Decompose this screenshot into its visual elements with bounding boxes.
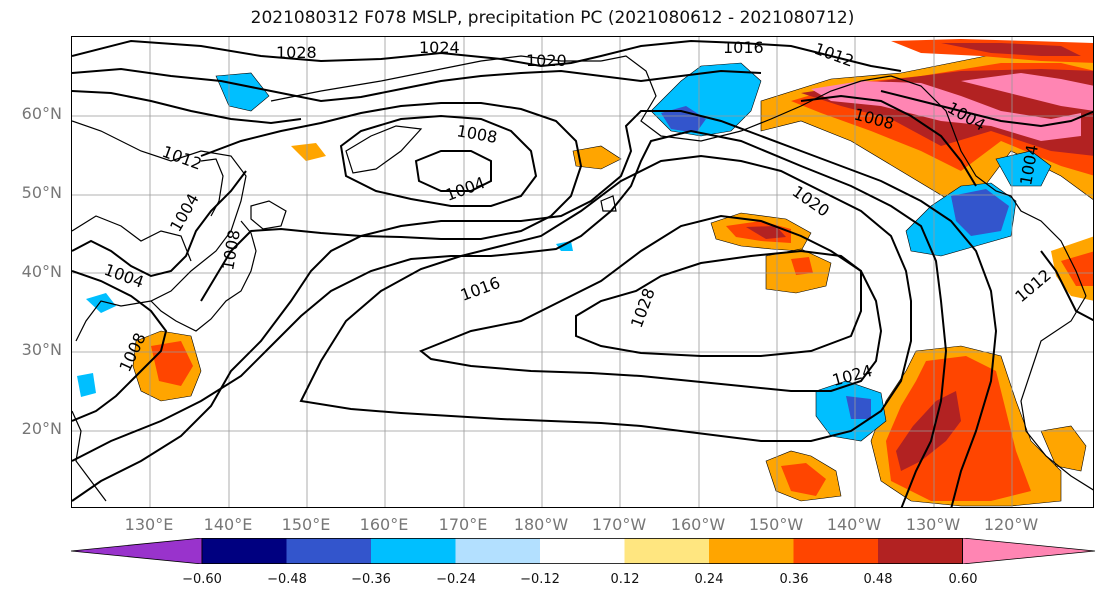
isobar-1024 — [419, 214, 883, 392]
lon-label: 140°W — [826, 515, 882, 534]
lat-label: 50°N — [21, 183, 62, 202]
colorbar-cell — [709, 538, 794, 564]
coastlines — [72, 55, 1093, 502]
precip-negative-area — [556, 241, 573, 251]
precip-negative-area — [951, 189, 1009, 236]
colorbar-extend-high — [962, 538, 1096, 564]
precip-positive-area — [1040, 425, 1087, 472]
colorbar-cell — [624, 538, 709, 564]
lon-label: 130°W — [905, 515, 961, 534]
map-title: 2021080312 F078 MSLP, precipitation PC (… — [250, 8, 855, 28]
colorbar-tick-label: 0.24 — [694, 572, 724, 587]
lon-label: 150°E — [281, 515, 331, 534]
isobar-label: 1020 — [789, 182, 833, 221]
isobar-label: 1008 — [218, 228, 244, 271]
isobar-1028-subtropical-high — [575, 249, 862, 357]
graticule — [72, 37, 1093, 507]
precip-positive-area — [961, 73, 1093, 111]
colorbar-tick-label: 0.36 — [779, 572, 809, 587]
colorbar-frame — [201, 538, 963, 564]
lat-label: 20°N — [21, 419, 62, 438]
isobar-1020 — [299, 154, 912, 442]
precip-positive-area — [572, 145, 622, 170]
colorbar-cell — [371, 538, 456, 564]
isobar-1024-north — [72, 67, 762, 103]
lat-label: 30°N — [21, 340, 62, 359]
isobar-1020-north — [72, 39, 902, 72]
isobar-1028-north — [72, 90, 302, 125]
colorbar-tick-label: 0.48 — [863, 572, 893, 587]
colorbar-cell — [878, 538, 963, 564]
isobar-1008-west — [72, 270, 168, 422]
colorbar-tick-label: 0.12 — [610, 572, 640, 587]
precip-negative-area — [846, 396, 871, 419]
colorbar-tick-label: −0.36 — [351, 572, 391, 587]
precip-negative-area — [995, 150, 1052, 187]
isobar-label: 1004 — [102, 260, 147, 292]
precip-positive-area — [791, 257, 813, 275]
isobar-1004-gulf — [880, 90, 1093, 128]
isobar-label: 1012 — [812, 39, 857, 71]
isobar-1008-gulf — [800, 94, 977, 187]
lon-label: 120°W — [983, 515, 1039, 534]
precip-positive-area — [886, 356, 1031, 501]
lon-label: 170°W — [591, 515, 647, 534]
isobar-label: 1008 — [455, 121, 498, 147]
isobars — [72, 39, 1093, 507]
isobar-1004-low — [339, 114, 538, 207]
colorbar — [71, 538, 1096, 564]
colorbar-extend-low — [71, 538, 203, 564]
colorbar-tick-label: −0.48 — [267, 572, 307, 587]
precip-positive-area — [291, 143, 326, 161]
map-canvas: 1028 1024 1020 1016 1012 1008 1004 1008 … — [72, 37, 1093, 507]
lon-label: 170°E — [438, 515, 488, 534]
precip-positive-area — [1061, 251, 1093, 286]
lon-label: 150°W — [748, 515, 804, 534]
isobar-label: 1016 — [723, 38, 764, 57]
lon-label: 160°W — [670, 515, 726, 534]
isobar-label: 1024 — [419, 38, 460, 57]
isobar-label: 1028 — [276, 43, 317, 62]
isobar-label: 1020 — [526, 51, 567, 70]
colorbar-tick-label: −0.24 — [436, 572, 476, 587]
map-panel: 1028 1024 1020 1016 1012 1008 1004 1008 … — [71, 36, 1094, 508]
isobar-1004-west — [72, 170, 247, 278]
colorbar-cell — [455, 538, 540, 564]
precip-positive-area — [781, 463, 826, 496]
precip-negative-area — [77, 373, 96, 397]
precip-negative-area — [661, 106, 706, 133]
isobar-1008-low — [414, 150, 492, 192]
isobar-1008 — [200, 102, 583, 302]
colorbar-cell — [540, 538, 625, 564]
colorbar-tick-label: −0.60 — [182, 572, 222, 587]
lon-label: 160°E — [359, 515, 409, 534]
colorbar-cell — [202, 538, 287, 564]
precip-positive-area — [746, 226, 786, 239]
isobar-label: 1012 — [160, 142, 205, 174]
isobar-1012 — [72, 110, 998, 507]
isobar-1012-coast — [1040, 250, 1093, 322]
lon-label: 180°W — [513, 515, 569, 534]
precip-shading — [77, 39, 1093, 507]
precip-negative-area — [86, 293, 116, 313]
colorbar-tick-label: 0.60 — [948, 572, 978, 587]
lat-label: 40°N — [21, 262, 62, 281]
colorbar-cell — [793, 538, 878, 564]
isobar-1016 — [72, 129, 948, 507]
isobar-label: 1004 — [443, 173, 488, 205]
lon-label: 130°E — [124, 515, 174, 534]
isobar-label: 1016 — [458, 273, 503, 305]
precip-negative-area — [215, 72, 270, 112]
precip-negative-area — [650, 62, 762, 137]
colorbar-tick-label: −0.12 — [520, 572, 560, 587]
lon-label: 140°E — [203, 515, 253, 534]
precip-positive-area — [941, 43, 1081, 56]
lat-label: 60°N — [21, 104, 62, 123]
colorbar-cell — [286, 538, 371, 564]
isobar-label: 1012 — [1011, 265, 1054, 306]
